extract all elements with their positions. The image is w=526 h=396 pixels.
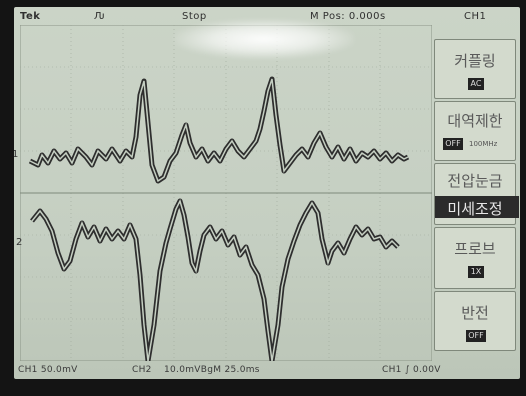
menu-bandwidth-limit[interactable]: 대역제한 OFF 100MHz — [434, 101, 516, 161]
menu-volts-div-value: 미세조정 — [447, 200, 503, 218]
ch1-trace — [28, 76, 410, 184]
menu-coupling[interactable]: 커플링 AC — [434, 39, 516, 99]
menu-probe-label: 프로브 — [454, 240, 496, 258]
trigger-label: CH1 ∫ 0.00V — [382, 365, 441, 375]
time-scale-label: 10.0mVBgM 25.0ms — [164, 365, 260, 375]
menu-invert[interactable]: 반전 OFF — [434, 291, 516, 351]
run-status-label: Stop — [182, 11, 207, 22]
menu-invert-value: OFF — [466, 330, 486, 342]
menu-volts-div[interactable]: 전압눈금 미세조정 — [434, 163, 519, 225]
ch1-marker: 1 — [14, 149, 19, 160]
oscilloscope-screen: Tek Ԉ Stop M Pos: 0.000s CH1 — [14, 7, 520, 379]
menu-probe-value: 1X — [468, 266, 484, 278]
menu-coupling-label: 커플링 — [454, 52, 496, 70]
menu-coupling-value: AC — [468, 78, 484, 90]
channel-label: CH1 — [464, 11, 487, 22]
ch2-label: CH2 — [132, 365, 152, 375]
ch2-trace — [30, 198, 400, 361]
menu-volts-div-label: 전압눈금 — [447, 172, 503, 190]
ch1-scale-label: CH1 50.0mV — [18, 365, 78, 375]
menu-probe[interactable]: 프로브 1X — [434, 227, 516, 289]
trigger-state-label: Ԉ — [94, 11, 106, 22]
menu-invert-label: 반전 — [461, 304, 489, 322]
menu-bandwidth-sub: 100MHz — [469, 140, 498, 148]
brand-label: Tek — [20, 11, 41, 22]
screen-glare — [174, 19, 354, 59]
ch2-marker: 2 — [16, 237, 23, 248]
waveform-display — [20, 25, 432, 361]
horizontal-position-label: M Pos: 0.000s — [310, 11, 386, 22]
channel-menu: 커플링 AC 대역제한 OFF 100MHz 전압눈금 미세조정 프로브 1X … — [432, 37, 519, 375]
menu-bandwidth-label: 대역제한 — [447, 112, 503, 130]
menu-bandwidth-value: OFF — [443, 138, 463, 150]
